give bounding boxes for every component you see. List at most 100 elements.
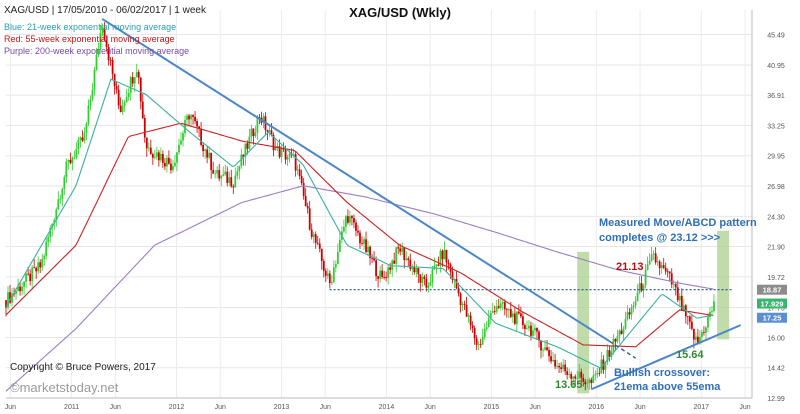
candle-down [103, 28, 106, 40]
candle-up [83, 133, 86, 141]
candle-up [55, 209, 58, 221]
candle-down [218, 169, 221, 179]
candle-down [192, 115, 194, 117]
candle-up [568, 373, 571, 375]
candle-up [578, 371, 581, 379]
candle-down [304, 196, 307, 207]
candle-up [660, 265, 663, 269]
candle-up [576, 378, 579, 380]
candle-down [27, 273, 30, 275]
candle-down [107, 46, 110, 60]
candle-down [690, 321, 693, 329]
y-tick-label: 12.99 [767, 396, 785, 403]
candle-up [49, 227, 52, 238]
candle-down [230, 177, 233, 187]
legend-red: Red: 55-week exponential moving average [4, 34, 175, 44]
candle-down [564, 364, 567, 372]
candle-up [220, 175, 223, 179]
candle-up [672, 283, 675, 285]
candle-up [612, 338, 615, 352]
y-tick-label: 40.95 [767, 63, 785, 70]
axes: 12.99 14.42 16.00 17.75 19.72 21.90 24.30 26.98… [5, 10, 785, 411]
y-tick-label: 24.30 [767, 214, 785, 221]
candle-down [5, 300, 7, 308]
y-tick-label: 33.25 [767, 123, 785, 130]
candle-down [117, 89, 120, 106]
candle-up [296, 169, 299, 171]
candle-up [694, 336, 697, 340]
candle-up [244, 143, 247, 157]
candle-up [562, 364, 565, 369]
candle-down [361, 243, 363, 244]
candle-up [528, 325, 530, 329]
candle-down [530, 325, 532, 336]
candle-down [524, 325, 526, 329]
candle-up [41, 258, 44, 268]
candle-up [97, 49, 100, 55]
candle-down [479, 344, 482, 346]
candle-down [151, 154, 154, 158]
candle-up [453, 278, 456, 280]
candle-down [570, 373, 573, 379]
candle-up [552, 360, 554, 362]
candle-up [89, 99, 92, 106]
candle-up [216, 169, 219, 174]
copyright: Copyright © Bruce Powers, 2017 [10, 362, 156, 373]
candle-up [338, 239, 341, 252]
candle-up [47, 237, 50, 242]
candle-up [37, 262, 40, 272]
candle-up [63, 177, 66, 189]
candle-down [210, 152, 213, 171]
candle-down [385, 276, 388, 278]
candle-down [505, 309, 508, 311]
candle-up [11, 293, 13, 303]
grid [6, 10, 752, 399]
candle-down [640, 283, 643, 291]
candle-up [646, 264, 649, 270]
ema21-line [5, 78, 714, 369]
candle-up [401, 247, 404, 252]
candle-up [43, 255, 46, 259]
x-tick-label: 2011 [64, 404, 79, 411]
candle-down [471, 325, 474, 329]
candle-up [174, 162, 176, 166]
candle-down [365, 239, 367, 253]
candle-down [310, 229, 313, 237]
candle-up [45, 241, 48, 256]
candle-up [85, 123, 88, 134]
candle-down [509, 309, 512, 317]
candle-down [558, 365, 561, 368]
candle-up [61, 188, 64, 199]
candle-up [228, 177, 231, 183]
candle-down [676, 287, 679, 301]
measured-move-line2: completes @ 23.12 >>> [599, 232, 720, 244]
candle-down [403, 247, 406, 260]
candle-down [580, 371, 583, 378]
candle-down [389, 267, 392, 270]
candle-up [238, 166, 241, 172]
candle-down [574, 376, 577, 379]
candle-down [550, 356, 552, 362]
candle-down [163, 162, 166, 167]
candle-up [79, 137, 82, 140]
candle-up [367, 246, 369, 253]
candle-up [21, 286, 23, 292]
candle-up [610, 351, 613, 357]
candle-down [670, 273, 673, 285]
candle-up [288, 153, 291, 158]
candle-down [170, 163, 172, 171]
candle-up [345, 216, 347, 227]
candle-up [594, 374, 597, 376]
candle-down [513, 313, 516, 324]
legend-blue: Blue: 21-week exponential moving average [4, 22, 176, 32]
chart-title: XAG/USD (Wkly) [349, 5, 451, 20]
candle-down [198, 126, 200, 129]
candle-down [322, 260, 325, 271]
x-tick-label: Jun [5, 404, 16, 411]
candle-down [473, 328, 476, 339]
crossover-line1: Bullish crossover: [614, 367, 710, 379]
candle-up [415, 268, 418, 273]
candle-up [262, 116, 265, 123]
candle-down [115, 86, 118, 90]
candle-down [662, 265, 665, 268]
